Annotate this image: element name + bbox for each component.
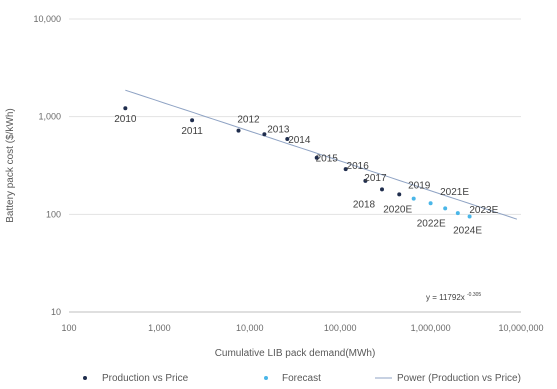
legend-label-trendline: Power (Production vs Price) (397, 373, 521, 384)
point-production-2017 (363, 178, 368, 183)
point-label-2014: 2014 (288, 135, 311, 146)
legend-marker-forecast (264, 376, 268, 380)
point-label-2010: 2010 (114, 114, 137, 125)
point-label-2023E: 2023E (469, 205, 498, 216)
point-label-2020E: 2020E (383, 205, 412, 216)
point-label-2011: 2011 (181, 126, 203, 137)
y-tick-label: 1,000 (38, 112, 61, 122)
point-forecast-2022E (443, 206, 448, 211)
point-label-2013: 2013 (267, 124, 290, 135)
point-forecast-2020E (411, 196, 416, 201)
point-forecast-2021E (428, 201, 433, 206)
y-axis-title: Battery pack cost ($/kWh) (5, 108, 16, 222)
point-production-2019 (397, 192, 402, 197)
trendline-equation: y = 11792x -0.305 (426, 292, 481, 302)
y-tick-label: 10 (51, 307, 61, 317)
legend-item-forecast: Forecast (264, 373, 321, 384)
x-tick-label: 100,000 (324, 323, 357, 333)
x-tick-label: 1,000 (148, 323, 171, 333)
grid-layer (69, 18, 521, 215)
point-label-2018: 2018 (353, 199, 376, 210)
point-label-2015: 2015 (316, 154, 339, 165)
x-tick-label: 10,000 (236, 323, 264, 333)
trend-layer (125, 89, 518, 220)
x-tick-label: 10,000,000 (498, 323, 543, 333)
point-label-2021E: 2021E (440, 187, 469, 198)
legend-label-production: Production vs Price (102, 373, 189, 384)
x-tick-label: 1,000,000 (411, 323, 451, 333)
point-production-2010 (123, 106, 128, 111)
point-production-2015 (314, 155, 319, 160)
trendline-equation-base: y = 11792x (426, 293, 465, 302)
point-production-2013 (262, 132, 267, 137)
legend: Production vs Price Forecast Power (Prod… (83, 373, 521, 384)
y-tick-labels: 10 100 1,000 10,000 (33, 14, 61, 317)
point-forecast-2023E (455, 211, 460, 216)
y-tick-label: 10,000 (33, 14, 61, 24)
point-label-2012: 2012 (237, 115, 260, 126)
y-tick-label: 100 (46, 209, 61, 219)
trendline-power (125, 89, 518, 220)
point-label-2016: 2016 (347, 161, 370, 172)
point-label-2019: 2019 (408, 180, 431, 191)
x-tick-labels: 100 1,000 10,000 100,000 1,000,000 10,000,000 (61, 323, 543, 333)
legend-item-production: Production vs Price (83, 373, 189, 384)
point-production-2016 (343, 167, 348, 172)
legend-label-forecast: Forecast (282, 373, 321, 384)
point-production-2012 (236, 128, 241, 133)
point-production-2011 (190, 118, 195, 123)
trendline-equation-exponent: -0.305 (467, 292, 481, 298)
point-forecast-2024E (467, 214, 472, 219)
point-production-2018 (380, 187, 385, 192)
x-axis-title: Cumulative LIB pack demand(MWh) (215, 348, 376, 359)
legend-item-power-trendline: Power (Production vs Price) (375, 373, 521, 384)
x-tick-label: 100 (61, 323, 76, 333)
point-label-2017: 2017 (364, 173, 387, 184)
point-label-2024E: 2024E (453, 226, 482, 237)
point-production-2014 (285, 137, 290, 142)
point-label-2022E: 2022E (417, 218, 446, 229)
legend-marker-production (83, 376, 87, 380)
